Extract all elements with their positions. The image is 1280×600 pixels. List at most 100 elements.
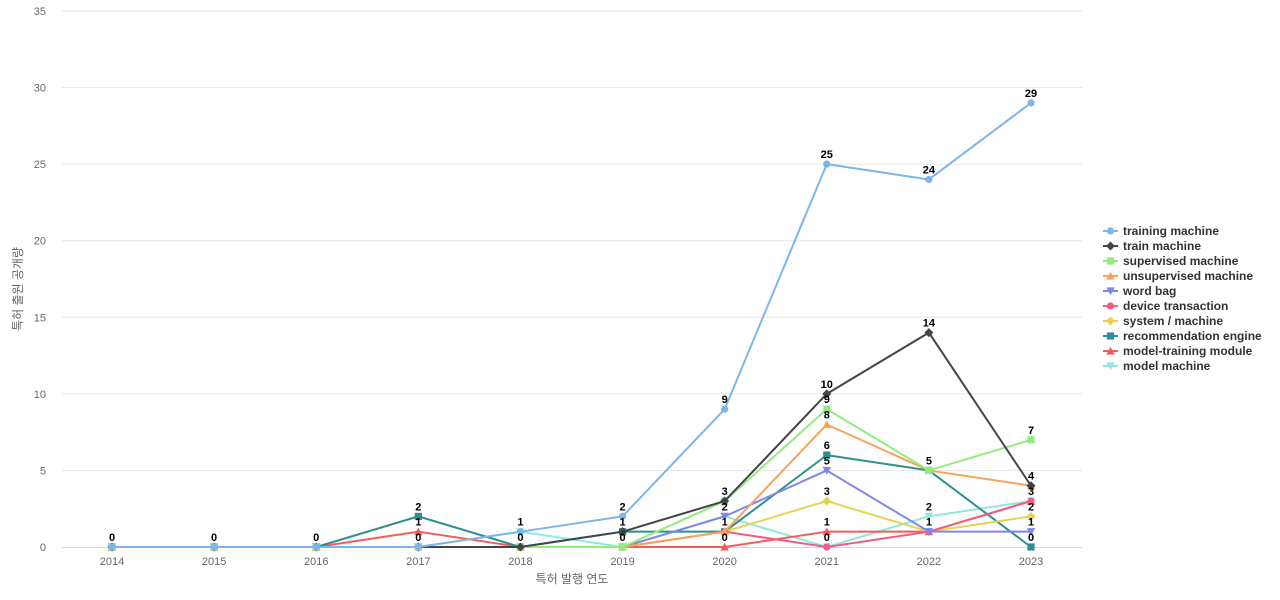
data-point bbox=[720, 496, 730, 506]
legend-item[interactable]: training machine bbox=[1103, 224, 1219, 238]
data-point bbox=[823, 160, 831, 168]
data-label: 3 bbox=[824, 486, 830, 498]
data-point bbox=[312, 543, 320, 551]
data-label: 10 bbox=[821, 379, 833, 391]
data-label: 9 bbox=[722, 394, 728, 406]
data-point bbox=[1027, 497, 1035, 505]
data-label: 1 bbox=[926, 517, 932, 529]
data-point bbox=[925, 175, 933, 184]
data-label: 1 bbox=[415, 517, 421, 529]
legend-marker-icon bbox=[1106, 332, 1115, 340]
y-tick-label: 5 bbox=[40, 465, 46, 477]
data-label: 0 bbox=[313, 532, 319, 544]
data-point bbox=[823, 451, 831, 459]
data-labels: 0 0 02101021093210251098653102414521297432… bbox=[109, 88, 1037, 544]
grid-lines bbox=[62, 10, 1082, 471]
legend-item[interactable]: model-training module bbox=[1103, 344, 1253, 358]
legend-label: recommendation engine bbox=[1123, 329, 1262, 343]
data-point bbox=[822, 466, 831, 475]
data-label: 6 bbox=[824, 440, 830, 452]
y-tick-label: 25 bbox=[34, 159, 46, 171]
legend-label: supervised machine bbox=[1123, 254, 1239, 268]
legend-item[interactable]: supervised machine bbox=[1103, 254, 1239, 268]
data-point bbox=[924, 512, 934, 521]
data-point bbox=[414, 527, 423, 536]
legend-item[interactable]: train machine bbox=[1103, 239, 1201, 253]
x-tick-label: 2020 bbox=[712, 556, 736, 568]
data-label: 5 bbox=[926, 455, 932, 467]
legend-marker-icon bbox=[1106, 302, 1115, 310]
data-point bbox=[924, 328, 934, 338]
data-label: 7 bbox=[1028, 425, 1034, 437]
legend-label: device transaction bbox=[1123, 299, 1228, 313]
legend-label: word bag bbox=[1122, 284, 1176, 298]
legend-label: model machine bbox=[1123, 359, 1211, 373]
x-tick-label: 2014 bbox=[100, 556, 124, 568]
y-tick-label: 30 bbox=[34, 83, 46, 95]
data-label: 9 bbox=[824, 394, 830, 406]
data-point bbox=[1027, 99, 1035, 107]
data-label: 1 bbox=[619, 517, 625, 529]
data-point bbox=[822, 420, 831, 429]
data-label: 0 bbox=[824, 532, 830, 544]
data-label: 1 bbox=[824, 517, 830, 529]
y-tick-label: 0 bbox=[40, 542, 46, 554]
y-axis-ticks: 0 5 10 15 20 25 30 35 bbox=[34, 6, 46, 554]
data-point bbox=[1026, 511, 1036, 521]
series-layer bbox=[107, 99, 1036, 552]
data-point bbox=[1027, 543, 1035, 551]
legend-marker-icon bbox=[1106, 227, 1115, 235]
data-point bbox=[515, 542, 525, 552]
y-axis-title: 특허 출원 공개량 bbox=[11, 247, 25, 331]
data-point bbox=[618, 512, 627, 520]
data-point bbox=[414, 512, 422, 520]
y-tick-label: 35 bbox=[34, 6, 46, 18]
data-point bbox=[924, 528, 934, 536]
data-label: 0 bbox=[722, 532, 728, 544]
legend-marker-icon bbox=[1106, 257, 1115, 265]
legend-marker-icon bbox=[1106, 287, 1115, 296]
legend-item[interactable]: word bag bbox=[1103, 284, 1176, 298]
legend-item[interactable]: recommendation engine bbox=[1103, 329, 1262, 343]
x-tick-label: 2016 bbox=[304, 556, 328, 568]
data-point bbox=[108, 543, 116, 551]
series-line bbox=[112, 454, 1032, 548]
data-label: 2 bbox=[619, 501, 625, 513]
data-label: 2 bbox=[1028, 501, 1034, 513]
legend-label: training machine bbox=[1123, 224, 1219, 238]
series-line bbox=[112, 469, 1031, 548]
data-label: 0 bbox=[1028, 532, 1034, 544]
data-label: 8 bbox=[824, 409, 830, 421]
legend-item[interactable]: unsupervised machine bbox=[1103, 269, 1253, 283]
x-tick-label: 2018 bbox=[508, 556, 532, 568]
legend-marker-icon bbox=[1106, 346, 1115, 355]
data-label: 3 bbox=[1028, 486, 1034, 498]
x-tick-label: 2023 bbox=[1019, 556, 1043, 568]
data-label: 4 bbox=[1028, 471, 1035, 483]
y-tick-label: 15 bbox=[34, 312, 46, 324]
data-point bbox=[1026, 528, 1036, 536]
data-label: 2 bbox=[415, 501, 421, 513]
series-line bbox=[112, 423, 1032, 548]
y-tick-label: 10 bbox=[34, 389, 46, 401]
data-label: 0 bbox=[109, 532, 115, 544]
data-point bbox=[1027, 436, 1035, 444]
series-train-machine bbox=[107, 328, 1036, 552]
legend-item[interactable]: device transaction bbox=[1103, 299, 1228, 313]
data-label: 2 bbox=[722, 501, 728, 513]
data-point bbox=[618, 527, 628, 537]
x-tick-label: 2022 bbox=[917, 556, 941, 568]
legend-marker-icon bbox=[1106, 362, 1115, 371]
series-line bbox=[112, 102, 1032, 548]
x-tick-label: 2017 bbox=[406, 556, 430, 568]
data-label: 0 bbox=[211, 532, 217, 544]
data-label: 1 bbox=[722, 517, 728, 529]
legend-label: model-training module bbox=[1123, 344, 1253, 358]
series-line bbox=[112, 331, 1032, 548]
data-point bbox=[210, 543, 218, 551]
legend-item[interactable]: model machine bbox=[1103, 359, 1211, 373]
legend-item[interactable]: system / machine bbox=[1103, 314, 1223, 328]
data-point bbox=[822, 389, 832, 399]
